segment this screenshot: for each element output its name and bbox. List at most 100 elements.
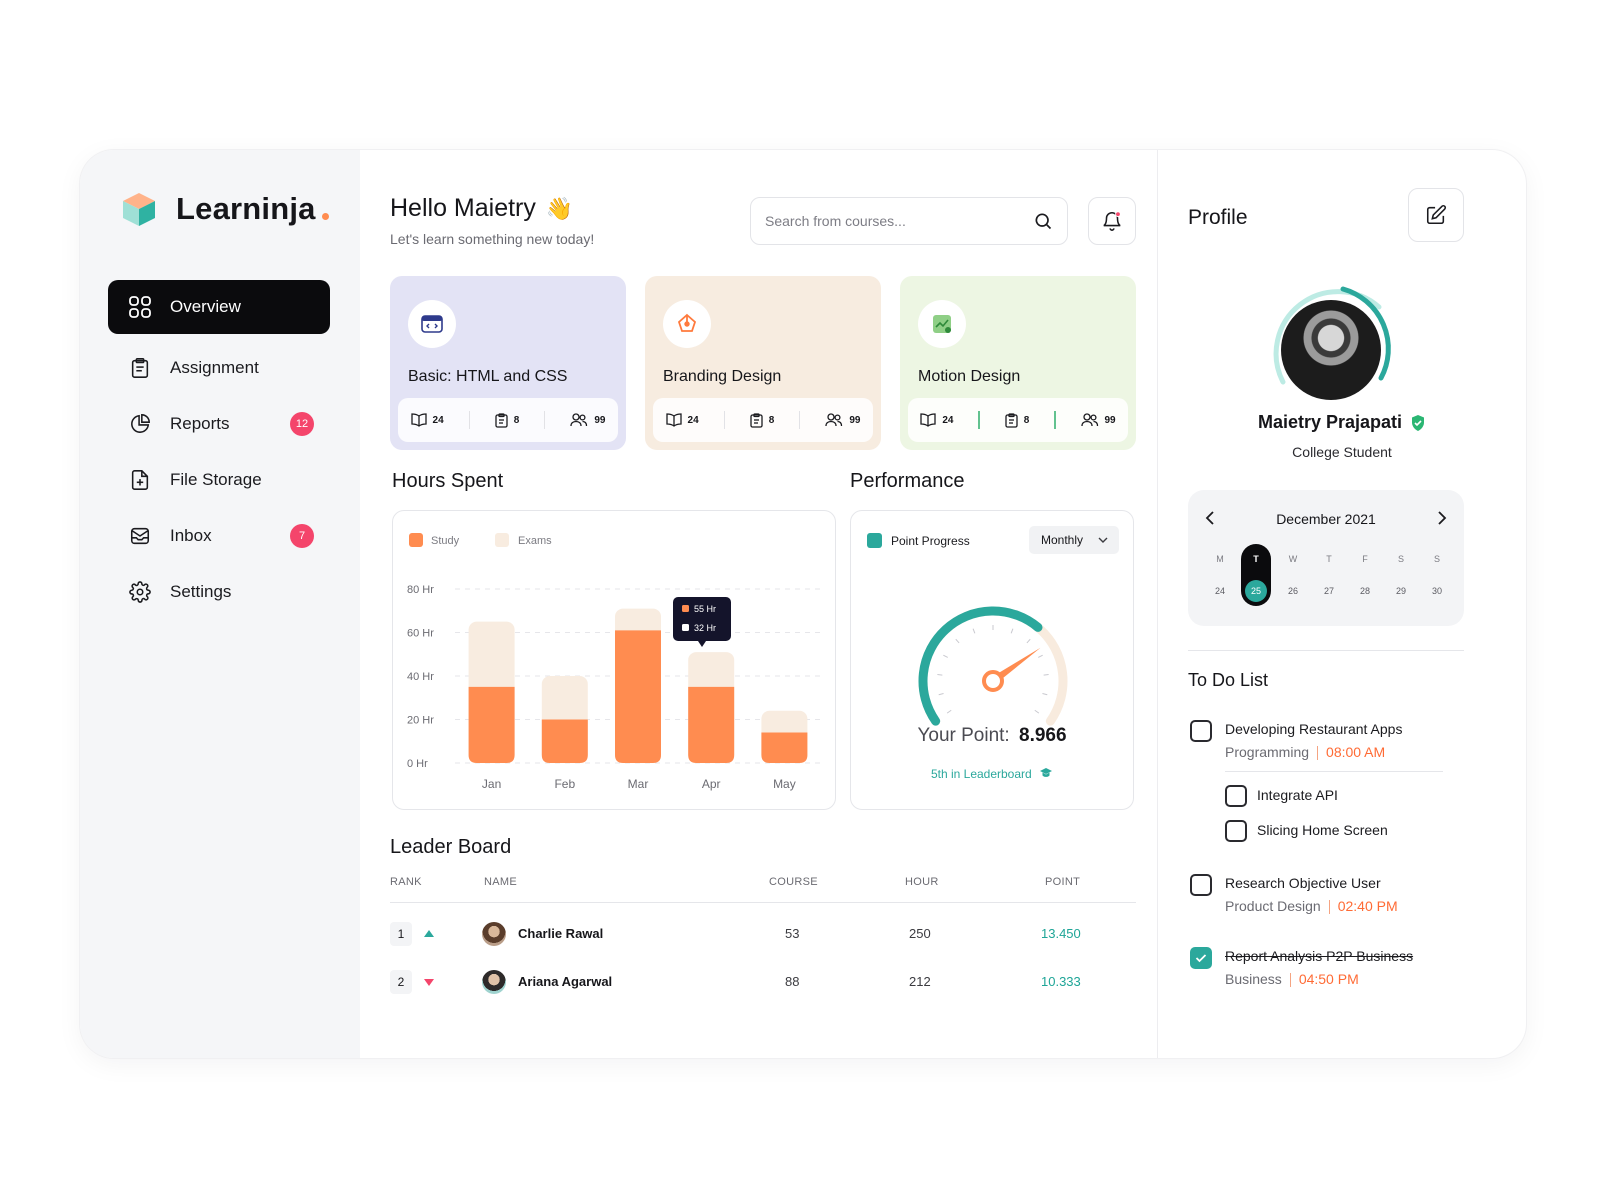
- day-date: 25: [1245, 580, 1267, 602]
- col-hour: HOUR: [905, 876, 939, 888]
- todo-checkbox[interactable]: [1190, 720, 1212, 742]
- calendar-day[interactable]: M 24: [1205, 544, 1235, 606]
- avatar: [482, 970, 506, 994]
- col-course: COURSE: [769, 876, 818, 888]
- sidebar-item-reports[interactable]: Reports 12: [108, 396, 330, 452]
- tooltip-exams: 32 Hr: [694, 623, 716, 633]
- col-rank: RANK: [390, 876, 422, 888]
- sidebar-item-assignment[interactable]: Assignment: [108, 340, 330, 396]
- hours-chart-svg: Study Exams 80 Hr 60 Hr 40 Hr 20 Hr 0 Hr Jan…: [407, 533, 821, 791]
- sidebar-nav: Overview Assignment Reports 1: [108, 280, 330, 620]
- gauge-tick: [1034, 709, 1040, 714]
- clipboard-icon: [750, 412, 763, 428]
- day-date: 28: [1359, 586, 1370, 596]
- day-name: T: [1326, 554, 1332, 564]
- profile-panel: Profile Maietry Prajapati College Studen…: [1157, 150, 1526, 1058]
- students-stat: 99: [1080, 413, 1116, 427]
- sidebar-item-settings[interactable]: Settings: [108, 564, 330, 620]
- sidebar-item-file-storage[interactable]: File Storage: [108, 452, 330, 508]
- users-icon: [570, 413, 588, 427]
- inbox-count-badge: 7: [290, 524, 314, 548]
- chevron-left-icon[interactable]: [1200, 506, 1220, 530]
- students-stat: 99: [570, 413, 605, 427]
- bar-study-mar[interactable]: [615, 630, 661, 763]
- logo[interactable]: Learninja: [120, 190, 329, 228]
- gauge-tick: [943, 654, 948, 658]
- leaderboard-rank[interactable]: 5th in Leaderboard: [851, 767, 1133, 781]
- pie-chart-icon: [128, 412, 152, 436]
- day-name: W: [1288, 554, 1298, 564]
- sidebar-item-label: Settings: [170, 582, 232, 601]
- todo-category: Product Design: [1225, 898, 1321, 914]
- todo-time: 08:00 AM: [1326, 744, 1386, 760]
- course-card-html-css[interactable]: Basic: HTML and CSS 24 8 99: [390, 276, 626, 450]
- day-name: T: [1253, 554, 1259, 564]
- sidebar-item-label: Inbox: [170, 526, 212, 545]
- calendar-day[interactable]: S 29: [1386, 544, 1416, 606]
- chevron-down-icon: [1098, 537, 1108, 543]
- sidebar-item-label: Reports: [170, 414, 230, 433]
- day-date: 27: [1323, 586, 1334, 596]
- reports-count-badge: 12: [290, 412, 314, 436]
- rank-badge: 2: [390, 970, 412, 994]
- hours-spent-chart: Study Exams 80 Hr 60 Hr 40 Hr 20 Hr 0 Hr Jan…: [392, 510, 836, 810]
- calendar: December 2021 M 24 T 25 W 26 T 27 F 28 S 29 S 3…: [1188, 490, 1464, 626]
- users-icon: [825, 413, 843, 427]
- todo-checkbox-checked[interactable]: [1190, 947, 1212, 969]
- sidebar-item-overview[interactable]: Overview: [108, 280, 330, 334]
- trend-down-icon: [424, 979, 434, 986]
- gauge-tick: [972, 628, 976, 634]
- calendar-month: December 2021: [1276, 511, 1376, 527]
- todo-time: 02:40 PM: [1337, 898, 1398, 914]
- course-stats: 24 8 99: [908, 398, 1128, 442]
- bar-study-apr[interactable]: [688, 686, 735, 763]
- lessons-count: 24: [942, 414, 954, 426]
- y-tick-label: 0 Hr: [407, 758, 428, 770]
- day-name: S: [1433, 554, 1440, 564]
- todo-checkbox[interactable]: [1225, 820, 1247, 842]
- divider: [1328, 900, 1330, 915]
- period-select[interactable]: Monthly: [1029, 526, 1119, 554]
- chevron-right-icon[interactable]: [1432, 506, 1452, 530]
- gauge-tick: [938, 692, 944, 696]
- file-plus-icon: [128, 468, 152, 492]
- todo-checkbox[interactable]: [1225, 785, 1247, 807]
- divider: [468, 411, 470, 429]
- avatar: [1281, 300, 1381, 400]
- course-card-motion-design[interactable]: Motion Design 24 8 99: [900, 276, 1136, 450]
- bar-study-jan[interactable]: [468, 686, 515, 763]
- todo-title: To Do List: [1188, 670, 1269, 690]
- table-row[interactable]: 2 Ariana Agarwal 88 212 10.333: [390, 964, 1136, 1000]
- bar-study-feb[interactable]: [541, 719, 588, 764]
- course-count: 53: [785, 926, 800, 941]
- calendar-day-selected[interactable]: T 25: [1241, 544, 1271, 606]
- divider: [1053, 411, 1056, 429]
- todo-checkbox[interactable]: [1190, 874, 1212, 896]
- course-card-branding-design[interactable]: Branding Design 24 8 99: [645, 276, 881, 450]
- table-row[interactable]: 1 Charlie Rawal 53 250 13.450: [390, 916, 1136, 952]
- bar-study-may[interactable]: [761, 732, 808, 763]
- calendar-day[interactable]: S 30: [1422, 544, 1452, 606]
- day-date: 30: [1431, 586, 1442, 596]
- x-tick-label: Feb: [554, 777, 575, 791]
- hour-count: 212: [909, 974, 931, 989]
- notifications-button[interactable]: [1088, 197, 1136, 245]
- point-value: 10.333: [1041, 974, 1081, 989]
- y-tick-label: 60 Hr: [407, 628, 434, 640]
- x-tick-label: Apr: [702, 777, 721, 791]
- sidebar-item-inbox[interactable]: Inbox 7: [108, 508, 330, 564]
- assignments-stat: 8: [1005, 412, 1029, 428]
- calendar-day[interactable]: F 28: [1350, 544, 1380, 606]
- calendar-day[interactable]: W 26: [1278, 544, 1308, 606]
- gauge-tick: [1026, 638, 1031, 644]
- calendar-day[interactable]: T 27: [1314, 544, 1344, 606]
- search-input[interactable]: Search from courses...: [750, 197, 1068, 245]
- edit-profile-button[interactable]: [1408, 188, 1464, 242]
- search-icon[interactable]: [1033, 211, 1053, 231]
- legend-exams-label: Exams: [518, 535, 552, 547]
- gauge-pivot: [982, 670, 1004, 692]
- greeting-title: Hello Maietry 👋: [390, 194, 594, 223]
- graduation-cap-icon: [1040, 768, 1053, 777]
- y-tick-label: 20 Hr: [407, 715, 434, 727]
- lessons-count: 24: [687, 414, 699, 426]
